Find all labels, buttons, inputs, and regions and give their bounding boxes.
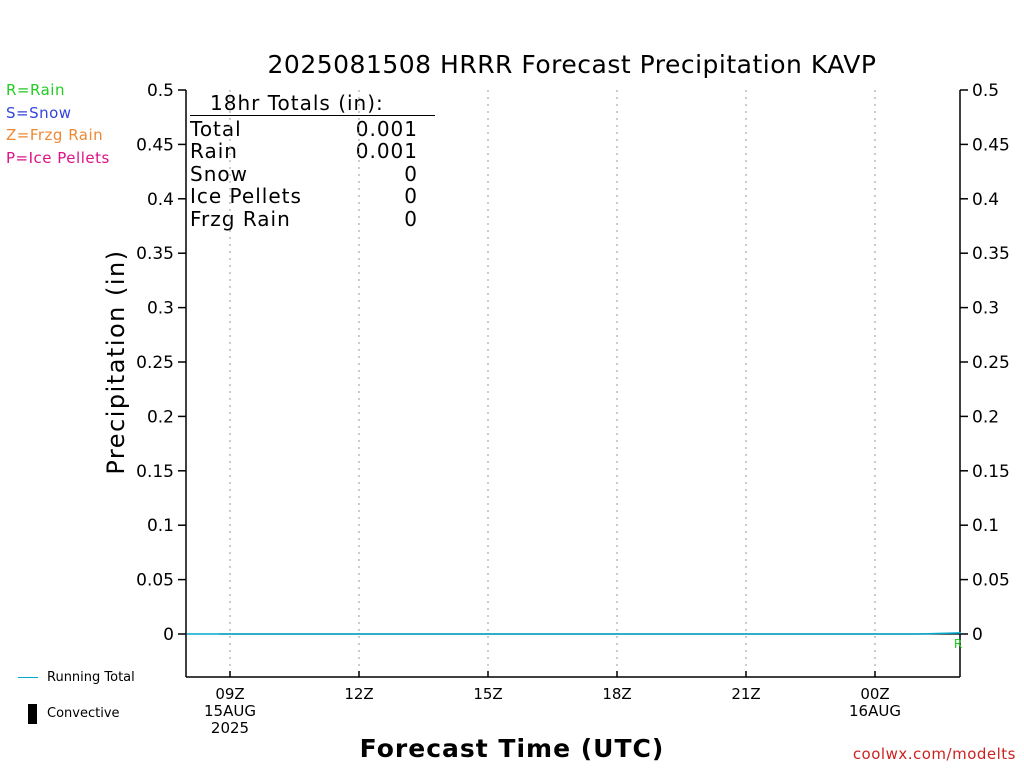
precip-type-legend-item: S=Snow [6, 103, 72, 122]
chart-title: 2025081508 HRRR Forecast Precipitation K… [267, 50, 877, 79]
y-tick-label-left: 0.1 [147, 516, 174, 536]
totals-row-value: 0 [404, 161, 418, 186]
y-tick-label-right: 0.15 [972, 462, 1010, 482]
credit-link[interactable]: coolwx.com/modelts [852, 745, 1016, 763]
totals-row-value: 0 [404, 184, 418, 209]
y-tick-label-left: 0.35 [136, 244, 174, 264]
y-tick-label-left: 0.05 [136, 571, 174, 591]
y-tick-label-right: 0.45 [972, 135, 1010, 155]
precip-type-legend-item: P=Ice Pellets [6, 148, 110, 167]
precip-type-marker: R [954, 637, 962, 651]
totals-box: 18hr Totals (in): Total 0.001 Rain 0.001 Sno… [190, 92, 435, 231]
precip-type-legend-item: R=Rain [6, 81, 65, 99]
y-tick-label-left: 0.45 [136, 135, 174, 155]
series-legend-label: Running Total [47, 670, 135, 685]
precip-type-legend-item: Z=Frzg Rain [6, 126, 104, 144]
series-legend-label: Convective [47, 706, 120, 721]
x-tick-label: 15AUG [204, 702, 256, 720]
line-swatch-icon [18, 677, 38, 678]
y-tick-label-left: 0.3 [147, 299, 174, 319]
x-tick-label: 21Z [731, 685, 760, 703]
totals-row: Rain 0.001 [190, 140, 418, 163]
x-tick-label: 12Z [344, 685, 373, 703]
x-tick-label: 2025 [211, 719, 249, 737]
y-tick-label-left: 0.15 [136, 462, 174, 482]
y-tick-label-right: 0.5 [972, 81, 999, 101]
y-tick-label-right: 0.25 [972, 353, 1010, 373]
totals-row-value: 0 [404, 206, 418, 231]
totals-row-label: Rain [190, 139, 238, 164]
y-tick-label-right: 0.1 [972, 516, 999, 536]
totals-row: Ice Pellets 0 [190, 185, 418, 208]
totals-row-value: 0.001 [355, 139, 418, 164]
totals-row-label: Snow [190, 161, 248, 186]
bar-swatch-icon [28, 704, 37, 724]
y-tick-label-right: 0.4 [972, 190, 999, 210]
x-tick-label: 18Z [602, 685, 631, 703]
totals-header: 18hr Totals (in): [190, 92, 435, 116]
y-tick-label-left: 0.4 [147, 190, 174, 210]
totals-row-value: 0.001 [355, 116, 418, 141]
x-tick-label: 09Z [215, 685, 244, 703]
x-tick-label: 15Z [473, 685, 502, 703]
totals-row-label: Total [190, 116, 242, 141]
running-total-line [187, 632, 962, 635]
y-tick-label-right: 0.2 [972, 407, 999, 427]
y-tick-label-right: 0.05 [972, 571, 1010, 591]
x-axis-label: Forecast Time (UTC) [359, 734, 665, 763]
y-tick-label-left: 0.25 [136, 353, 174, 373]
y-tick-label-right: 0.3 [972, 299, 999, 319]
y-tick-label-right: 0 [972, 625, 983, 645]
totals-row: Frzg Rain 0 [190, 208, 418, 231]
x-tick-label: 00Z [860, 685, 889, 703]
totals-row: Total 0.001 [190, 116, 418, 141]
totals-row: Snow 0 [190, 163, 418, 186]
totals-row-label: Ice Pellets [190, 184, 302, 209]
y-tick-label-right: 0.35 [972, 244, 1010, 264]
totals-rows: Total 0.001 Rain 0.001 Snow 0 Ice Pellets 0 Frzg… [190, 116, 435, 231]
totals-row-label: Frzg Rain [190, 206, 291, 231]
y-tick-label-left: 0.2 [147, 407, 174, 427]
x-tick-label: 16AUG [849, 702, 901, 720]
y-tick-label-left: 0.5 [147, 81, 174, 101]
y-tick-label-left: 0 [163, 625, 174, 645]
